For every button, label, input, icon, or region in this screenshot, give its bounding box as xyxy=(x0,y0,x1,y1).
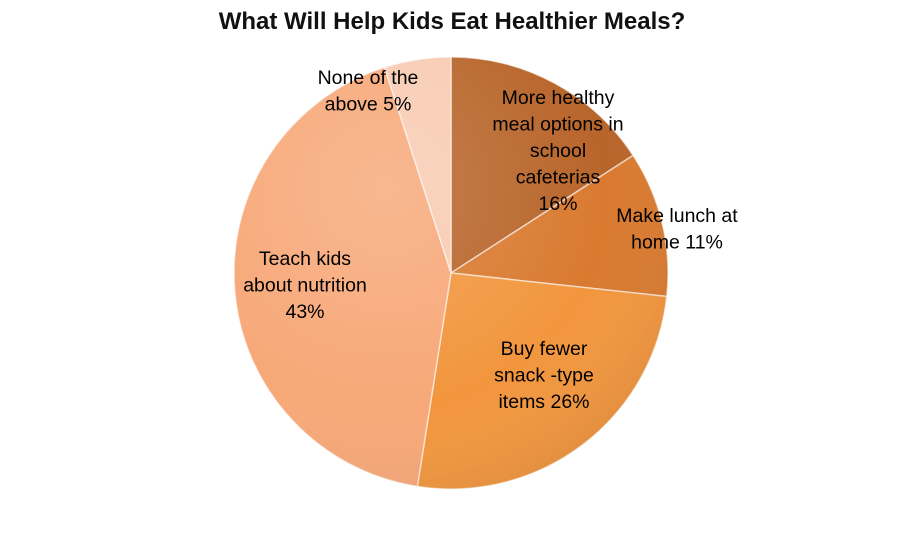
slice-label-line: Make lunch at xyxy=(616,205,738,227)
slice-label-line: None of the xyxy=(318,67,419,89)
slice-label-line: More healthy xyxy=(502,87,615,109)
slice-label-line: 43% xyxy=(285,301,324,323)
slice-label-line: Buy fewer xyxy=(501,338,588,360)
slice-label-4: Teach kids about nutrition 43% xyxy=(243,248,367,323)
slice-label-line: snack -type xyxy=(494,365,594,387)
slice-label-5: None of the above 5% xyxy=(318,67,419,116)
slice-label-line: home 11% xyxy=(631,232,723,254)
slice-label-line: 16% xyxy=(538,193,577,215)
slice-label-line: items 26% xyxy=(498,391,589,413)
slice-label-3: Buy fewer snack -type items 26% xyxy=(494,338,594,413)
slice-label-line: cafeterias xyxy=(516,167,601,189)
chart-title: What Will Help Kids Eat Healthier Meals? xyxy=(218,8,686,35)
slice-label-line: about nutrition xyxy=(243,275,367,297)
slice-label-line: meal options in xyxy=(492,114,623,136)
slice-label-2: Make lunch at home 11% xyxy=(616,205,738,254)
slice-label-line: school xyxy=(530,140,586,162)
slice-label-line: Teach kids xyxy=(259,248,351,270)
slice-label-line: above 5% xyxy=(325,94,412,116)
slice-label-1: More healthy meal options in school cafeter… xyxy=(492,87,623,215)
pie-labels: More healthy meal options in school cafeter… xyxy=(243,67,738,413)
